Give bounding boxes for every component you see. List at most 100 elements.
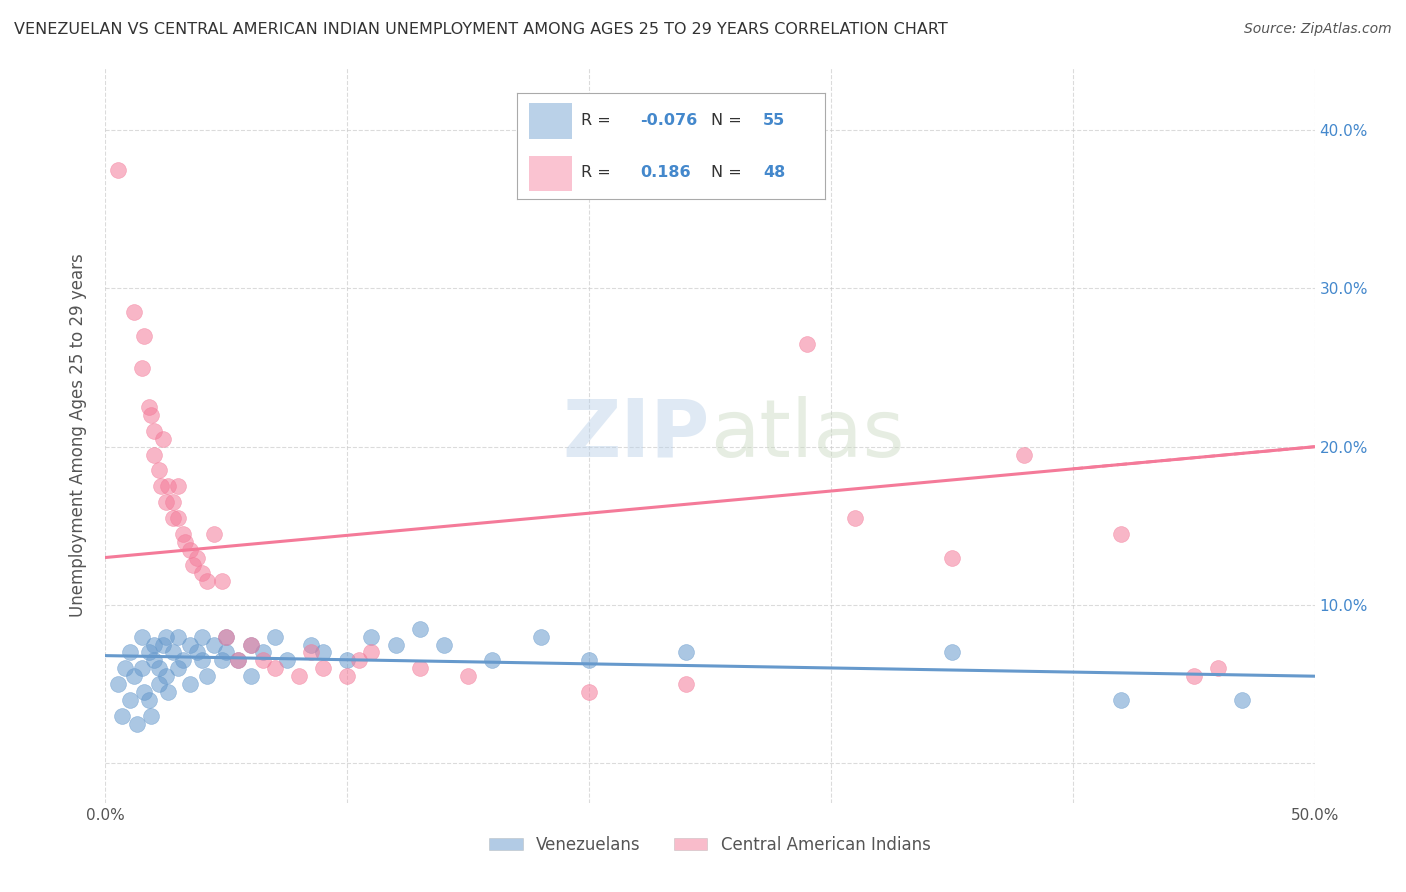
Point xyxy=(409,622,432,636)
Point xyxy=(162,495,184,509)
Point xyxy=(202,526,225,541)
Point xyxy=(172,653,194,667)
Point xyxy=(157,479,180,493)
Point xyxy=(191,630,214,644)
Point xyxy=(148,661,170,675)
Point xyxy=(107,162,129,177)
Point xyxy=(215,630,238,644)
Point xyxy=(152,432,174,446)
Point xyxy=(336,653,359,667)
Legend: Venezuelans, Central American Indians: Venezuelans, Central American Indians xyxy=(482,830,938,861)
Point xyxy=(141,708,163,723)
Text: VENEZUELAN VS CENTRAL AMERICAN INDIAN UNEMPLOYMENT AMONG AGES 25 TO 29 YEARS COR: VENEZUELAN VS CENTRAL AMERICAN INDIAN UN… xyxy=(14,22,948,37)
Point xyxy=(172,526,194,541)
Point xyxy=(148,677,170,691)
Point xyxy=(179,542,201,557)
Point xyxy=(941,550,963,565)
Point xyxy=(384,638,406,652)
Point xyxy=(167,511,190,525)
Point xyxy=(228,653,250,667)
Point xyxy=(138,400,160,414)
Point xyxy=(131,360,153,375)
Point xyxy=(1230,693,1253,707)
Point xyxy=(142,638,165,652)
Point xyxy=(142,424,165,438)
Point xyxy=(578,685,600,699)
Point xyxy=(142,653,165,667)
Point xyxy=(252,645,274,659)
Point xyxy=(118,645,141,659)
Point xyxy=(148,463,170,477)
Point xyxy=(155,669,177,683)
Point xyxy=(179,638,201,652)
Text: atlas: atlas xyxy=(710,396,904,474)
Point xyxy=(162,645,184,659)
Point xyxy=(457,669,479,683)
Point xyxy=(252,653,274,667)
Point xyxy=(195,574,218,589)
Point xyxy=(118,693,141,707)
Point xyxy=(141,408,163,422)
Point xyxy=(179,677,201,691)
Point xyxy=(111,708,134,723)
Point xyxy=(142,448,165,462)
Point xyxy=(202,638,225,652)
Point xyxy=(239,638,262,652)
Point xyxy=(107,677,129,691)
Point xyxy=(1014,448,1036,462)
Text: Source: ZipAtlas.com: Source: ZipAtlas.com xyxy=(1244,22,1392,37)
Point xyxy=(530,630,553,644)
Point xyxy=(1182,669,1205,683)
Point xyxy=(1109,526,1132,541)
Point xyxy=(155,495,177,509)
Point xyxy=(796,336,818,351)
Point xyxy=(174,534,197,549)
Point xyxy=(239,638,262,652)
Point xyxy=(152,638,174,652)
Point xyxy=(114,661,136,675)
Point xyxy=(675,645,697,659)
Point xyxy=(215,645,238,659)
Point xyxy=(433,638,456,652)
Point xyxy=(125,716,148,731)
Point xyxy=(186,550,208,565)
Point xyxy=(134,329,156,343)
Point xyxy=(124,305,146,319)
Point xyxy=(263,661,285,675)
Point xyxy=(409,661,432,675)
Point xyxy=(312,645,335,659)
Point xyxy=(191,566,214,581)
Point xyxy=(360,645,382,659)
Point xyxy=(336,669,359,683)
Point xyxy=(263,630,285,644)
Point xyxy=(299,645,322,659)
Point xyxy=(181,558,204,573)
Point xyxy=(131,630,153,644)
Point xyxy=(162,511,184,525)
Point xyxy=(211,574,233,589)
Point xyxy=(239,669,262,683)
Point xyxy=(360,630,382,644)
Point xyxy=(675,677,697,691)
Point xyxy=(228,653,250,667)
Point xyxy=(844,511,866,525)
Point xyxy=(124,669,146,683)
Point xyxy=(312,661,335,675)
Point xyxy=(1206,661,1229,675)
Point xyxy=(167,661,190,675)
Point xyxy=(150,479,173,493)
Point xyxy=(155,630,177,644)
Point xyxy=(186,645,208,659)
Point xyxy=(288,669,311,683)
Point xyxy=(157,685,180,699)
Point xyxy=(134,685,156,699)
Point xyxy=(131,661,153,675)
Point xyxy=(941,645,963,659)
Point xyxy=(299,638,322,652)
Point xyxy=(138,693,160,707)
Point xyxy=(349,653,371,667)
Y-axis label: Unemployment Among Ages 25 to 29 years: Unemployment Among Ages 25 to 29 years xyxy=(69,253,87,616)
Point xyxy=(578,653,600,667)
Point xyxy=(276,653,298,667)
Text: ZIP: ZIP xyxy=(562,396,710,474)
